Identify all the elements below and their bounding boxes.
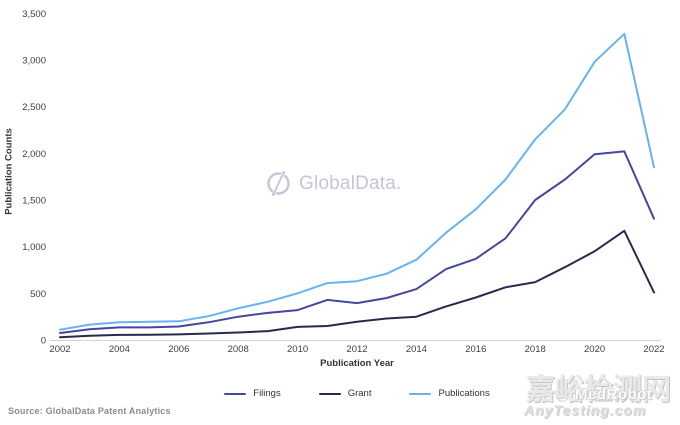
x-tick-label: 2004 <box>109 344 130 355</box>
series-line-publications <box>59 32 655 331</box>
chart-legend: Filings Grant Publications <box>34 388 680 399</box>
source-attribution: Source: GlobalData Patent Analytics <box>8 406 171 416</box>
y-tick-label: 1,500 <box>22 195 46 206</box>
legend-item-grant: Grant <box>318 388 372 399</box>
filings-line-swatch-icon <box>224 392 247 395</box>
x-tick-label: 2016 <box>465 344 486 355</box>
y-tick-label: 2,000 <box>22 149 46 160</box>
legend-label-grant: Grant <box>347 388 372 399</box>
x-tick-label: 2008 <box>228 344 249 355</box>
y-tick-label: 2,500 <box>22 102 46 113</box>
y-tick-label: 3,500 <box>22 9 46 20</box>
legend-item-publications: Publications <box>409 388 490 399</box>
x-tick-label: 2014 <box>406 344 427 355</box>
x-tick-label: 2022 <box>643 344 664 355</box>
x-tick-label: 2012 <box>346 344 367 355</box>
y-tick-label: 1,000 <box>22 242 46 253</box>
series-line-grant <box>59 229 655 339</box>
legend-label-publications: Publications <box>438 388 490 399</box>
x-tick-label: 2002 <box>49 344 70 355</box>
legend-item-filings: Filings <box>224 388 281 399</box>
grant-line-swatch-icon <box>318 392 341 395</box>
x-tick-label: 2020 <box>584 344 605 355</box>
legend-label-filings: Filings <box>253 388 281 399</box>
y-tick-label: 0 <box>41 336 46 347</box>
publications-line-swatch-icon <box>409 392 432 395</box>
x-tick-label: 2018 <box>525 344 546 355</box>
y-tick-label: 3,000 <box>22 55 46 66</box>
series-line-filings <box>59 150 655 334</box>
x-axis-title: Publication Year <box>320 358 394 369</box>
y-tick-label: 500 <box>30 289 46 300</box>
x-tick-label: 2006 <box>168 344 189 355</box>
x-tick-label: 2010 <box>287 344 308 355</box>
